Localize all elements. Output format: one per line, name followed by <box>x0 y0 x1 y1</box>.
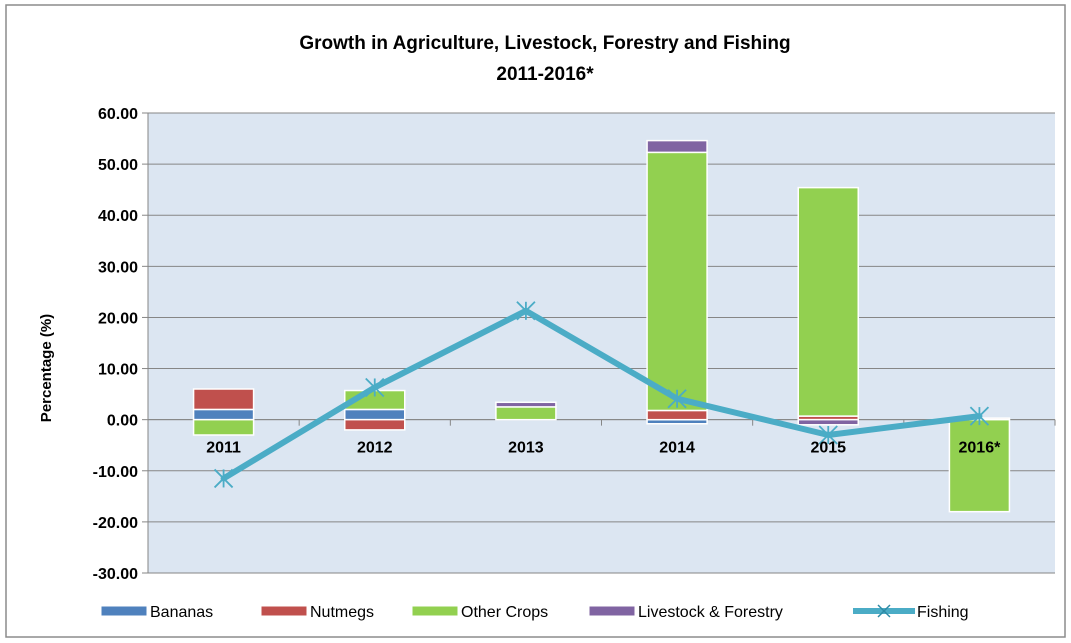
bar-nutmegs-2011 <box>192 388 255 411</box>
y-tick-label: 0.00 <box>107 413 138 430</box>
bar-nutmegs-2014 <box>646 409 708 421</box>
y-tick-label: 40.00 <box>98 208 138 225</box>
y-tick-label: -10.00 <box>93 464 138 481</box>
legend-item-bananas: Bananas <box>100 604 213 621</box>
x-tick-label: 2014 <box>659 440 695 457</box>
bar-livestock-forestry-2013 <box>495 401 557 408</box>
bar-other-crops-2015 <box>797 186 859 417</box>
y-tick-label: 50.00 <box>98 157 138 174</box>
legend: Bananas Nutmegs Other Crops Livestock & For… <box>100 604 969 621</box>
fishing-line <box>213 301 990 489</box>
legend-label: Other Crops <box>461 604 548 621</box>
legend-item-other-crops: Other Crops <box>411 604 548 621</box>
x-tick-label: 2013 <box>508 440 544 457</box>
gridlines <box>142 112 1056 574</box>
bar-livestock-forestry-2014 <box>646 139 708 154</box>
legend-label: Livestock & Forestry <box>638 604 783 621</box>
x-tick-label: 2012 <box>357 440 393 457</box>
point-fishing-2015 <box>818 425 838 445</box>
bar-livestock-forestry-2015 <box>797 418 859 426</box>
legend-label: Fishing <box>917 604 969 621</box>
x-tick-label: 2016* <box>959 440 1002 457</box>
legend-swatch <box>100 605 148 617</box>
legend-swatch <box>411 605 459 617</box>
category-labels: 2011 2012 2013 2014 2015 2016* <box>206 440 1001 457</box>
point-fishing-2013 <box>516 301 536 321</box>
y-tick-label: 10.00 <box>98 362 138 379</box>
legend-swatch <box>588 605 636 617</box>
bar-other-crops-2011 <box>192 418 255 436</box>
legend-label: Nutmegs <box>310 604 374 621</box>
x-tick-label: 2011 <box>206 440 241 457</box>
legend-item-livestock-forestry: Livestock & Forestry <box>588 604 783 621</box>
legend-label: Bananas <box>150 604 213 621</box>
point-fishing-2016 <box>969 406 990 426</box>
point-fishing-2014 <box>667 389 687 409</box>
chart-subtitle: 2011-2016* <box>496 64 594 85</box>
y-tick-label: 60.00 <box>98 106 138 123</box>
y-tick-labels: 60.00 50.00 40.00 30.00 20.00 10.00 0.00 -10.00… <box>93 106 138 583</box>
y-tick-label: -30.00 <box>93 566 138 583</box>
bar-other-crops-2016 <box>948 418 1011 513</box>
legend-item-nutmegs: Nutmegs <box>260 604 374 621</box>
legend-item-fishing: Fishing <box>853 604 969 621</box>
bar-other-crops-2014 <box>646 151 708 412</box>
plot-area <box>148 113 1055 573</box>
bar-other-crops-2013 <box>495 406 557 421</box>
legend-swatch <box>260 605 308 617</box>
x-tick-label: 2015 <box>810 440 846 457</box>
bar-bananas-2012 <box>344 408 406 421</box>
y-tick-label: 30.00 <box>98 259 138 276</box>
bars <box>192 139 1011 513</box>
bar-nutmegs-2012 <box>344 418 406 431</box>
chart-title: Growth in Agriculture, Livestock, Forest… <box>299 33 790 54</box>
bar-bananas-2011 <box>192 408 255 421</box>
y-tick-label: 20.00 <box>98 310 138 327</box>
y-tick-label: -20.00 <box>93 515 138 532</box>
series-line-fishing <box>220 307 983 482</box>
y-axis-label: Percentage (%) <box>38 314 55 422</box>
point-fishing-2011 <box>213 468 234 489</box>
point-fishing-2012 <box>365 377 385 398</box>
